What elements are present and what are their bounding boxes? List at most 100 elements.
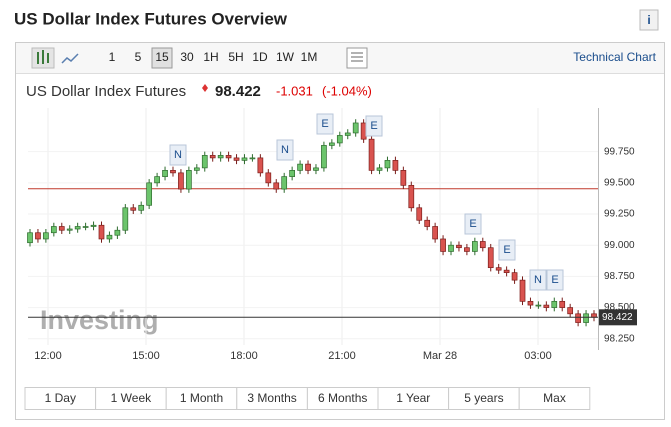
- quote-change: -1.031: [276, 83, 313, 98]
- candle-body: [98, 224, 105, 240]
- x-tick-label: 18:00: [230, 350, 258, 362]
- candle-body: [122, 207, 129, 231]
- candle-body: [305, 163, 311, 171]
- quote-flag: [202, 84, 208, 92]
- candle-body: [186, 170, 192, 190]
- interval-button[interactable]: 1D: [252, 50, 268, 64]
- interval-button[interactable]: 1H: [203, 50, 218, 64]
- range-label: 1 Day: [45, 391, 76, 405]
- candle-body: [360, 122, 367, 140]
- candle-body: [456, 244, 462, 249]
- technical-chart-link[interactable]: Technical Chart: [573, 50, 656, 64]
- event-label: E: [503, 244, 510, 256]
- candle-body: [503, 269, 510, 274]
- candle-body: [66, 228, 73, 231]
- line-type-button[interactable]: [61, 53, 79, 64]
- interval-button[interactable]: 5: [135, 50, 142, 64]
- candle-body: [297, 163, 303, 171]
- candle-body: [162, 170, 168, 177]
- candle-body: [400, 170, 407, 186]
- candle-body: [559, 300, 566, 308]
- x-tick-label: 21:00: [328, 350, 356, 362]
- interval-button[interactable]: 15: [155, 50, 169, 64]
- y-tick-label: 99.000: [604, 240, 635, 251]
- candle-body: [209, 155, 216, 159]
- candle-body: [27, 232, 33, 244]
- candle-body: [551, 300, 558, 308]
- candle-body: [225, 155, 232, 159]
- settings-button[interactable]: [346, 47, 368, 69]
- x-tick-label: 03:00: [524, 350, 552, 362]
- event-marker[interactable]: [464, 213, 482, 235]
- candle-body: [35, 232, 41, 240]
- candle-body: [591, 313, 597, 318]
- candle-body: [368, 138, 375, 171]
- event-label: N: [174, 149, 182, 161]
- candle-body: [281, 176, 288, 190]
- candle-body: [50, 226, 57, 234]
- candle-body: [519, 279, 526, 302]
- candle-body: [273, 182, 280, 190]
- interval-button[interactable]: 1: [109, 50, 116, 64]
- candle-body: [352, 122, 359, 134]
- last-price-box: [599, 309, 637, 326]
- candle-body: [82, 226, 89, 228]
- quote-name: US Dollar Index Futures: [26, 83, 186, 100]
- x-tick-label: Mar 28: [423, 350, 457, 362]
- event-marker[interactable]: [365, 115, 383, 137]
- candle-body: [74, 226, 81, 230]
- range-button[interactable]: [518, 387, 591, 410]
- candle-body: [575, 313, 581, 323]
- toolbar: [16, 43, 664, 73]
- range-label: 3 Months: [247, 391, 296, 405]
- event-marker[interactable]: [276, 139, 294, 161]
- candle-body: [90, 224, 97, 227]
- event-marker[interactable]: [316, 113, 334, 135]
- candle-body: [106, 234, 113, 240]
- interval-button[interactable]: 5H: [228, 50, 243, 64]
- event-label: E: [469, 218, 476, 230]
- range-label: 5 years: [464, 391, 503, 405]
- candle-body: [479, 241, 486, 249]
- range-label: 1 Year: [396, 391, 430, 405]
- settings-icon: [351, 52, 363, 62]
- title: US Dollar Index Futures Overview: [14, 9, 288, 28]
- candle-icon: [37, 50, 49, 64]
- range-label: 1 Week: [111, 391, 152, 405]
- candle-body: [424, 219, 431, 227]
- candle-body: [329, 142, 335, 146]
- candle-body: [487, 247, 494, 269]
- candle-body: [344, 132, 351, 136]
- y-tick-label: 99.250: [604, 209, 635, 220]
- candle-body: [376, 167, 383, 171]
- range-label: Max: [543, 391, 566, 405]
- quote-price: 98.422: [215, 83, 261, 100]
- candle-body: [321, 145, 327, 169]
- candle-body: [58, 226, 65, 231]
- y-tick-label: 98.250: [604, 333, 635, 344]
- y-tick-label: 98.500: [604, 302, 635, 313]
- watermark-brand: Investing: [40, 305, 159, 335]
- x-tick-label: 15:00: [132, 350, 160, 362]
- candle-body: [217, 155, 224, 159]
- event-marker[interactable]: [169, 144, 187, 166]
- frame: [15, 42, 665, 420]
- x-tick-label: 12:00: [34, 350, 62, 362]
- y-tick-label: 99.750: [604, 146, 635, 157]
- event-marker[interactable]: [546, 269, 564, 291]
- candle-body: [432, 226, 438, 240]
- candle-body: [471, 241, 478, 252]
- interval-button[interactable]: 30: [180, 50, 194, 64]
- event-marker[interactable]: [498, 239, 516, 261]
- event-marker[interactable]: [529, 269, 547, 291]
- candle-body: [138, 204, 145, 211]
- range-label: 6 Months: [318, 391, 367, 405]
- candle-body: [567, 307, 574, 315]
- interval-button[interactable]: 1W: [276, 50, 295, 64]
- info-button[interactable]: [639, 9, 659, 31]
- interval-button[interactable]: 1M: [301, 50, 318, 64]
- candle-body: [114, 229, 121, 236]
- candle-body: [257, 157, 264, 174]
- candle-body: [170, 170, 176, 174]
- candle-body: [313, 167, 319, 171]
